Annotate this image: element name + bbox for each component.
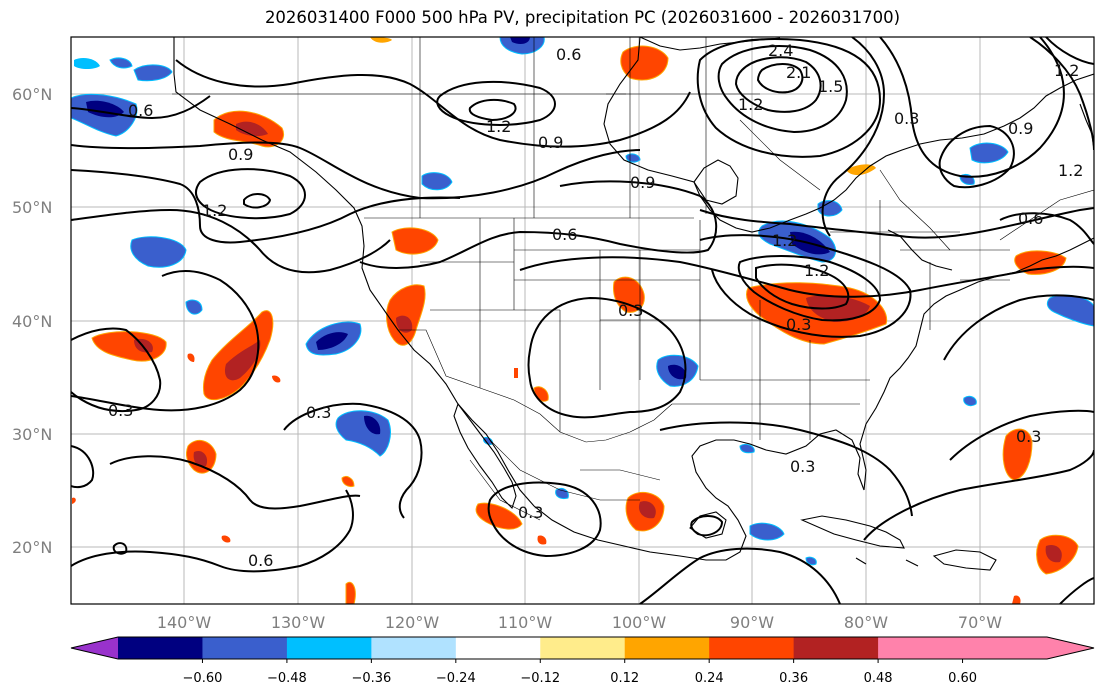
colorbar-segment	[118, 637, 204, 659]
contour-label: 0.3	[306, 403, 331, 422]
colorbar-segment	[455, 637, 541, 659]
colorbar-outline	[70, 636, 1095, 660]
contour-label: 0.3	[790, 457, 815, 476]
colorbar-segment	[709, 637, 795, 659]
colorbar-segment	[286, 637, 372, 659]
contour-label: 0.3	[894, 109, 919, 128]
colorbar-segment	[540, 637, 626, 659]
lat-label: 30°N	[12, 425, 52, 444]
contour-label: 1.2	[738, 95, 763, 114]
contour-label: 0.6	[556, 45, 581, 64]
map-frame	[70, 36, 1095, 605]
contour-label: 0.6	[128, 101, 153, 120]
colorbar-tick-label: 0.36	[779, 671, 808, 686]
contour-label: 0.9	[538, 133, 563, 152]
latitude-labels: 60°N 50°N 40°N 30°N 20°N	[12, 85, 52, 557]
contour-label: 0.6	[552, 225, 577, 244]
map-title: 2026031400 F000 500 hPa PV, precipitatio…	[264, 8, 901, 27]
colorbar-tick-label: −0.36	[351, 671, 391, 686]
colorbar-tick-label: 0.12	[610, 671, 639, 686]
colorbar-segment	[624, 637, 710, 659]
lat-label: 60°N	[12, 85, 52, 104]
pv-contours	[71, 37, 1094, 604]
longitude-labels: 140°W 130°W 120°W 110°W 100°W 90°W 80°W …	[157, 613, 1002, 632]
lon-label: 120°W	[385, 613, 440, 632]
colorbar-tick-label: −0.48	[267, 671, 307, 686]
lat-label: 50°N	[12, 198, 52, 217]
colorbar-segment	[202, 637, 288, 659]
colorbar-extend-high	[1047, 637, 1094, 659]
colorbar: −0.60 −0.48 −0.36 −0.24 −0.12 0.12 0.24 0.36 0.4…	[70, 636, 1095, 686]
contour-label: 1.2	[1058, 161, 1083, 180]
colorbar-segment	[793, 637, 879, 659]
contour-label: 0.3	[108, 401, 133, 420]
contour-label: 0.3	[786, 315, 811, 334]
colorbar-tick-label: −0.60	[183, 671, 223, 686]
colorbar-segment	[962, 637, 1048, 659]
colorbar-tick-label: 0.60	[948, 671, 977, 686]
lat-label: 20°N	[12, 538, 52, 557]
contour-label: 0.9	[1008, 119, 1033, 138]
contour-label: 1.2	[486, 117, 511, 136]
colorbar-tick-label: 0.24	[695, 671, 724, 686]
contour-label: 2.4	[768, 41, 793, 60]
contour-label: 1.5	[818, 77, 843, 96]
colorbar-tick-label: −0.24	[436, 671, 476, 686]
contour-label: 1.2	[202, 201, 227, 220]
contour-label-group: 0.6 1.2 0.9 1.2 2.4 2.1 1.5 0.3 1.2 0.9 …	[108, 41, 1083, 570]
contour-label: 0.9	[228, 145, 253, 164]
contour-label: 0.6	[1018, 209, 1043, 228]
lat-label: 40°N	[12, 312, 52, 331]
contour-label: 1.2	[772, 231, 797, 250]
lon-label: 110°W	[498, 613, 553, 632]
lon-label: 130°W	[271, 613, 326, 632]
contour-label: 0.6	[248, 551, 273, 570]
contour-label: 2.1	[786, 63, 811, 82]
contour-label: 0.3	[518, 503, 543, 522]
colorbar-segment	[878, 637, 964, 659]
colorbar-tick-label: 0.48	[864, 671, 893, 686]
contour-label: 0.3	[1016, 427, 1041, 446]
coastlines	[173, 37, 1094, 571]
lon-label: 90°W	[730, 613, 774, 632]
contour-label: 0.9	[630, 173, 655, 192]
positive-precip-anomalies	[72, 37, 1079, 604]
lon-label: 140°W	[157, 613, 212, 632]
contour-label: 1.2	[1054, 61, 1079, 80]
lon-label: 80°W	[844, 613, 888, 632]
political-borders	[172, 37, 1094, 521]
lon-label: 100°W	[612, 613, 667, 632]
contour-label: 1.2	[804, 261, 829, 280]
contour-label: 0.3	[618, 301, 643, 320]
colorbar-extend-low	[71, 637, 118, 659]
colorbar-tick-label: −0.12	[520, 671, 560, 686]
lon-label: 70°W	[958, 613, 1002, 632]
negative-precip-anomalies	[71, 37, 1094, 566]
colorbar-segment	[371, 637, 457, 659]
